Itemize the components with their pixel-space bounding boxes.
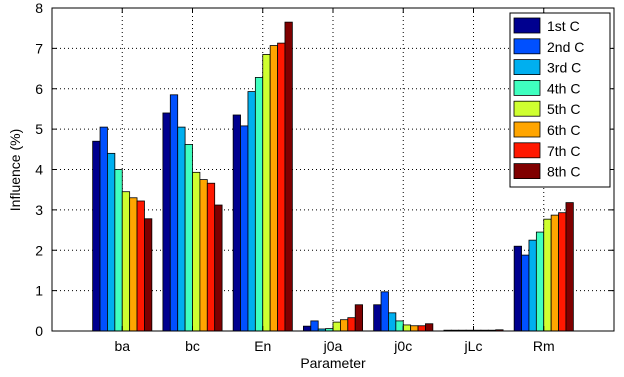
bar-j0a-2nd-c: [310, 320, 319, 332]
bar-ba-5th-c: [121, 191, 131, 332]
x-tick-label: j0c: [393, 338, 412, 354]
bar-En-1st-c: [232, 114, 241, 332]
legend-label: 3rd C: [547, 60, 581, 76]
bar-j0a-7th-c: [347, 317, 356, 332]
legend-swatch: [513, 121, 541, 138]
bar-ba-7th-c: [136, 200, 145, 332]
bar-j0a-1st-c: [302, 325, 312, 332]
x-axis-label: Parameter: [300, 355, 366, 371]
y-tick-label: 4: [35, 162, 43, 178]
bar-j0c-7th-c: [417, 325, 426, 332]
x-tick-label: bc: [185, 338, 200, 354]
bar-bc-7th-c: [206, 182, 216, 332]
bar-En-5th-c: [262, 54, 271, 332]
bar-ba-8th-c: [144, 218, 153, 332]
bar-Rm-2nd-c: [521, 254, 530, 332]
legend-swatch: [513, 142, 541, 159]
legend-swatch: [513, 100, 541, 117]
bar-bc-6th-c: [199, 179, 208, 332]
bar-j0c-2nd-c: [380, 291, 389, 332]
bar-j0c-8th-c: [425, 323, 434, 332]
bar-j0a-8th-c: [354, 304, 364, 332]
bar-En-8th-c: [284, 21, 293, 332]
y-axis-label: Influence (%): [7, 129, 23, 211]
bar-Rm-7th-c: [558, 212, 567, 332]
bar-j0c-6th-c: [410, 325, 419, 332]
bar-Rm-4th-c: [535, 231, 545, 332]
bar-Rm-3rd-c: [528, 239, 537, 332]
y-tick-label: 5: [35, 121, 43, 137]
legend-label: 2nd C: [547, 39, 584, 55]
bar-bc-1st-c: [162, 112, 171, 332]
bar-bc-4th-c: [184, 144, 193, 332]
bar-bc-5th-c: [192, 171, 201, 332]
bar-En-4th-c: [254, 77, 264, 332]
bar-j0a-5th-c: [332, 321, 341, 332]
bar-Rm-5th-c: [543, 218, 552, 332]
bar-Rm-1st-c: [513, 245, 522, 332]
bar-En-6th-c: [269, 45, 278, 332]
legend: 1st C 2nd C 3rd C 4th C 5th C 6th C 7th C 8th C: [509, 12, 611, 188]
legend-label: 1st C: [547, 18, 580, 34]
y-tick-label: 2: [35, 242, 43, 258]
bar-ba-2nd-c: [99, 126, 108, 332]
y-tick-label: 3: [35, 202, 43, 218]
bar-bc-3rd-c: [177, 126, 186, 332]
bar-j0c-5th-c: [402, 324, 412, 332]
legend-label: 7th C: [547, 143, 580, 159]
y-tick-label: 6: [35, 81, 43, 97]
bar-j0c-3rd-c: [388, 312, 397, 332]
legend-swatch: [513, 38, 541, 55]
y-tick-label: 0: [35, 323, 43, 339]
legend-swatch: [513, 59, 541, 75]
x-tick-label: En: [254, 338, 271, 354]
bar-ba-6th-c: [129, 197, 138, 332]
bar-En-7th-c: [277, 42, 286, 332]
bar-En-3rd-c: [247, 91, 256, 332]
bar-ba-4th-c: [114, 169, 123, 332]
y-tick-label: 1: [35, 283, 43, 299]
legend-label: 8th C: [547, 164, 580, 180]
legend-swatch: [513, 17, 541, 34]
x-tick-label: Rm: [533, 338, 555, 354]
bar-j0c-4th-c: [395, 320, 404, 332]
bar-Rm-8th-c: [565, 202, 574, 332]
legend-label: 5th C: [547, 101, 580, 117]
bar-Rm-6th-c: [550, 214, 559, 332]
axis-ticks: 0 1 2 3 4 5 6 7 8 ba bc En j0a j0c jLc Rm: [35, 0, 614, 354]
bar-bc-2nd-c: [169, 94, 179, 332]
legend-label: 6th C: [547, 122, 580, 138]
bar-bc-8th-c: [214, 204, 223, 332]
x-tick-label: ba: [114, 338, 130, 354]
bar-ba-1st-c: [92, 140, 101, 332]
bar-j0c-1st-c: [373, 304, 382, 332]
y-tick-label: 8: [35, 0, 43, 16]
legend-label: 4th C: [547, 80, 580, 96]
bar-ba-3rd-c: [107, 152, 116, 332]
bar-En-2nd-c: [240, 125, 249, 332]
y-tick-label: 7: [35, 40, 43, 56]
legend-swatch: [513, 80, 541, 96]
x-tick-label: jLc: [464, 338, 483, 354]
bar-j0a-6th-c: [339, 319, 349, 332]
legend-swatch: [513, 163, 541, 180]
x-tick-label: j0a: [323, 338, 343, 354]
